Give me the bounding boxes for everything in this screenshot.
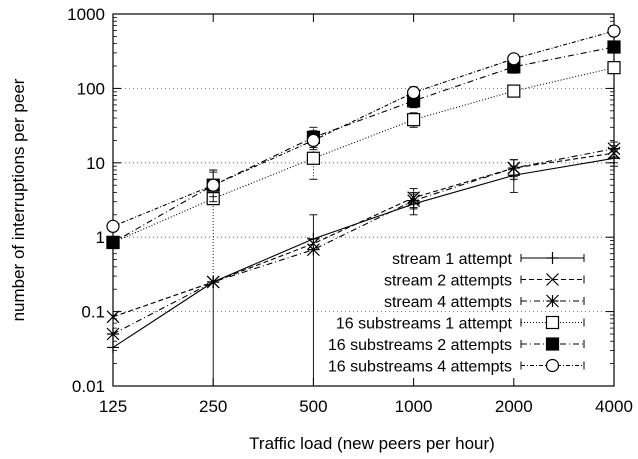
legend-marker <box>545 315 560 330</box>
data-point <box>306 133 320 148</box>
data-point <box>106 327 120 341</box>
y-tick-label: 1 <box>96 228 105 247</box>
y-tick-label: 10 <box>86 154 105 173</box>
series-2 <box>106 145 621 324</box>
data-point <box>607 142 621 156</box>
y-tick-label: 0.01 <box>72 377 105 396</box>
y-tick-label: 1000 <box>67 5 105 24</box>
legend-label: 16 substreams 2 attempts <box>328 337 512 354</box>
x-tick-label: 1000 <box>395 397 433 416</box>
legend-entry-6: 16 substreams 4 attempts <box>328 358 585 376</box>
y-axis-title: number of interruptions per peer <box>9 78 28 321</box>
legend-marker <box>545 337 560 351</box>
data-point <box>407 85 421 100</box>
plot-frame <box>112 13 615 387</box>
legend-marker <box>546 252 559 264</box>
legend-marker <box>546 294 559 308</box>
x-axis-title: Traffic load (new peers per hour) <box>249 434 495 453</box>
series-4 <box>106 61 621 283</box>
data-point <box>206 178 220 192</box>
series-line <box>112 67 615 243</box>
legend-label: stream 4 attempts <box>384 294 512 311</box>
series-line <box>112 148 615 335</box>
data-point <box>306 151 320 165</box>
data-point <box>407 113 421 127</box>
series-6 <box>106 24 621 233</box>
data-point <box>507 52 521 66</box>
data-point <box>407 194 421 208</box>
legend-entry-5: 16 substreams 2 attempts <box>328 337 585 354</box>
legend-entry-2: stream 2 attempts <box>384 273 585 290</box>
data-point <box>607 40 621 54</box>
grid-lines <box>113 88 614 313</box>
x-tick-label: 125 <box>99 397 127 416</box>
legend: stream 1 attempt stream 2 attempts stream … <box>328 251 585 376</box>
y-tick-label: 100 <box>77 79 105 98</box>
series-5 <box>106 40 621 250</box>
data-point <box>507 84 521 98</box>
legend-entry-3: stream 4 attempts <box>384 294 585 311</box>
series-line <box>112 157 615 348</box>
data-point <box>107 341 119 354</box>
legend-label: 16 substreams 1 attempt <box>336 316 513 333</box>
x-tick-label: 500 <box>299 397 327 416</box>
x-tick-label: 2000 <box>495 397 533 416</box>
legend-label: stream 2 attempts <box>384 273 512 290</box>
data-point <box>306 243 320 257</box>
data-series <box>106 24 621 386</box>
series-line <box>112 46 615 243</box>
axes: 0.01 0.1 1 10 100 1000 125 250 500 1000 2000 4000 <box>67 5 633 416</box>
data-point <box>106 310 120 324</box>
series-3 <box>106 141 621 341</box>
legend-entry-1: stream 1 attempt <box>392 251 585 268</box>
legend-label: 16 substreams 4 attempts <box>328 359 512 376</box>
data-point <box>106 235 120 250</box>
legend-marker <box>546 273 559 286</box>
y-tick-label: 0.1 <box>81 303 105 322</box>
x-tick-label: 4000 <box>595 397 633 416</box>
data-point <box>607 61 621 75</box>
legend-label: stream 1 attempt <box>392 251 513 268</box>
legend-marker <box>545 358 560 373</box>
data-point <box>607 24 621 38</box>
legend-entry-4: 16 substreams 1 attempt <box>336 315 585 333</box>
data-point <box>507 161 521 175</box>
x-tick-label: 250 <box>199 397 227 416</box>
series-line <box>112 152 615 318</box>
data-point <box>106 219 120 233</box>
series-line <box>112 30 615 227</box>
